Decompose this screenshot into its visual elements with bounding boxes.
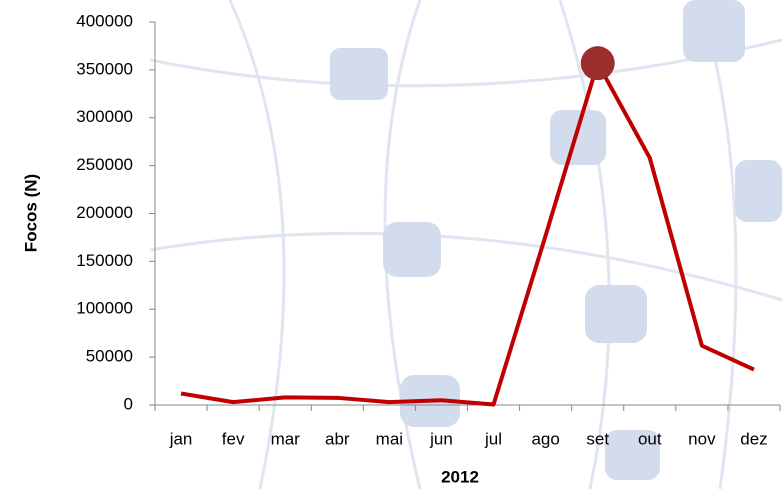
y-tick-label: 400000: [76, 11, 133, 30]
x-tick-label: dez: [740, 429, 767, 448]
line-series: [180, 61, 755, 407]
highlight-point: [580, 46, 615, 81]
y-tick-label: 200000: [76, 203, 133, 222]
x-tick-label: ago: [531, 429, 559, 448]
y-tick-label: 150000: [76, 251, 133, 270]
y-tick-label: 100000: [76, 299, 133, 318]
y-tick-label: 350000: [76, 59, 133, 78]
x-tick-label: jun: [429, 429, 453, 448]
x-tick-label: jul: [484, 429, 502, 448]
x-tick-label: set: [586, 429, 609, 448]
y-tick-label: 0: [124, 394, 133, 413]
y-tick-label: 300000: [76, 107, 133, 126]
y-axis-label: Focos (N): [21, 174, 40, 252]
y-tick-label: 250000: [76, 155, 133, 174]
x-tick-label: jan: [169, 429, 193, 448]
x-tick-label: mai: [376, 429, 403, 448]
x-tick-label: nov: [688, 429, 716, 448]
background-decoration: [149, 0, 782, 489]
x-tick-label: abr: [325, 429, 350, 448]
x-axis-label: 2012: [441, 467, 479, 486]
y-tick-label: 50000: [86, 347, 133, 366]
x-tick-label: fev: [222, 429, 245, 448]
x-tick-label: out: [638, 429, 662, 448]
x-tick-label: mar: [271, 429, 301, 448]
